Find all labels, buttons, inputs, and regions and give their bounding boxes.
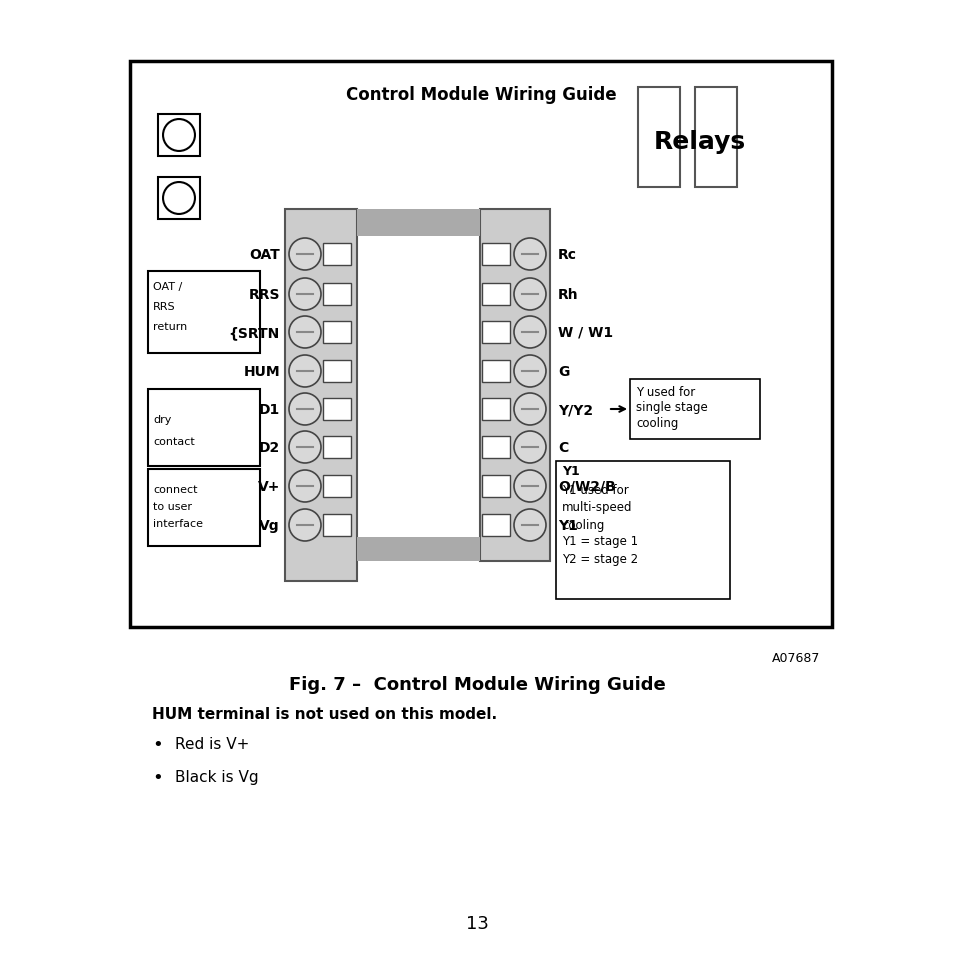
Text: Red is V+: Red is V+ <box>174 737 249 752</box>
Text: Black is Vg: Black is Vg <box>174 770 258 784</box>
Text: Rh: Rh <box>558 288 578 302</box>
Circle shape <box>514 239 545 271</box>
Text: cooling: cooling <box>636 417 678 430</box>
Text: {SRTN: {SRTN <box>229 326 280 339</box>
Text: V+: V+ <box>257 479 280 494</box>
Text: Y/Y2: Y/Y2 <box>558 402 593 416</box>
Text: A07687: A07687 <box>771 651 820 664</box>
Text: multi-speed: multi-speed <box>561 501 632 514</box>
Bar <box>323 322 351 344</box>
Circle shape <box>514 278 545 311</box>
Text: O/W2/B: O/W2/B <box>558 479 615 494</box>
Text: HUM: HUM <box>243 365 280 378</box>
Bar <box>323 398 351 420</box>
Text: cooling: cooling <box>561 518 604 531</box>
Bar <box>356 537 479 561</box>
Text: G: G <box>558 365 569 378</box>
Text: OAT: OAT <box>249 248 280 262</box>
Text: contact: contact <box>152 436 194 447</box>
Text: Y2 = stage 2: Y2 = stage 2 <box>561 553 638 566</box>
Text: interface: interface <box>152 518 203 529</box>
Bar <box>481 476 510 497</box>
Bar <box>695 88 737 188</box>
Bar <box>556 461 729 599</box>
Bar <box>481 436 510 458</box>
Bar <box>481 322 510 344</box>
Bar <box>481 284 510 306</box>
Bar <box>629 379 760 439</box>
Text: Y1: Y1 <box>561 465 579 478</box>
Circle shape <box>514 471 545 502</box>
Bar <box>130 62 831 627</box>
Bar <box>148 272 260 354</box>
Text: D1: D1 <box>258 402 280 416</box>
Circle shape <box>289 316 320 349</box>
Text: W / W1: W / W1 <box>558 326 613 339</box>
Bar <box>481 515 510 537</box>
Bar <box>481 244 510 266</box>
Text: OAT /: OAT / <box>152 282 182 292</box>
Text: Relays: Relays <box>653 130 745 153</box>
Text: to user: to user <box>152 501 192 512</box>
Circle shape <box>514 355 545 388</box>
Text: Vg: Vg <box>259 518 280 533</box>
Text: 13: 13 <box>465 914 488 932</box>
Bar <box>479 210 550 561</box>
Bar <box>323 476 351 497</box>
Bar <box>158 178 200 220</box>
Text: Fig. 7 –  Control Module Wiring Guide: Fig. 7 – Control Module Wiring Guide <box>289 676 664 693</box>
Bar <box>323 284 351 306</box>
Circle shape <box>514 432 545 463</box>
Circle shape <box>514 394 545 426</box>
Circle shape <box>289 355 320 388</box>
Text: •: • <box>152 735 163 753</box>
Text: •: • <box>152 768 163 786</box>
Circle shape <box>289 239 320 271</box>
Text: connect: connect <box>152 484 197 495</box>
Text: RRS: RRS <box>152 302 175 312</box>
Bar <box>323 360 351 382</box>
Text: HUM terminal is not used on this model.: HUM terminal is not used on this model. <box>152 707 497 721</box>
Text: C: C <box>558 440 568 455</box>
Circle shape <box>289 471 320 502</box>
Circle shape <box>289 278 320 311</box>
Bar <box>356 210 479 236</box>
Text: single stage: single stage <box>636 401 707 414</box>
Bar <box>323 244 351 266</box>
Circle shape <box>514 316 545 349</box>
Circle shape <box>514 510 545 541</box>
Text: Y1: Y1 <box>558 518 578 533</box>
Circle shape <box>289 394 320 426</box>
Text: Y1 = stage 1: Y1 = stage 1 <box>561 535 638 548</box>
Text: dry: dry <box>152 415 172 424</box>
Text: Y used for: Y used for <box>636 386 695 399</box>
Circle shape <box>163 183 194 214</box>
Circle shape <box>163 120 194 152</box>
Bar <box>148 390 260 467</box>
Circle shape <box>289 432 320 463</box>
Bar <box>638 88 679 188</box>
Circle shape <box>289 510 320 541</box>
Bar <box>323 436 351 458</box>
Bar <box>148 470 260 546</box>
Text: Control Module Wiring Guide: Control Module Wiring Guide <box>345 86 616 104</box>
Bar <box>285 210 356 581</box>
Bar <box>481 398 510 420</box>
Text: D2: D2 <box>258 440 280 455</box>
Text: RRS: RRS <box>248 288 280 302</box>
Bar <box>323 515 351 537</box>
Text: Y1 used for: Y1 used for <box>561 484 628 497</box>
Text: Rc: Rc <box>558 248 577 262</box>
Bar <box>158 115 200 157</box>
Bar <box>481 360 510 382</box>
Text: return: return <box>152 322 187 332</box>
